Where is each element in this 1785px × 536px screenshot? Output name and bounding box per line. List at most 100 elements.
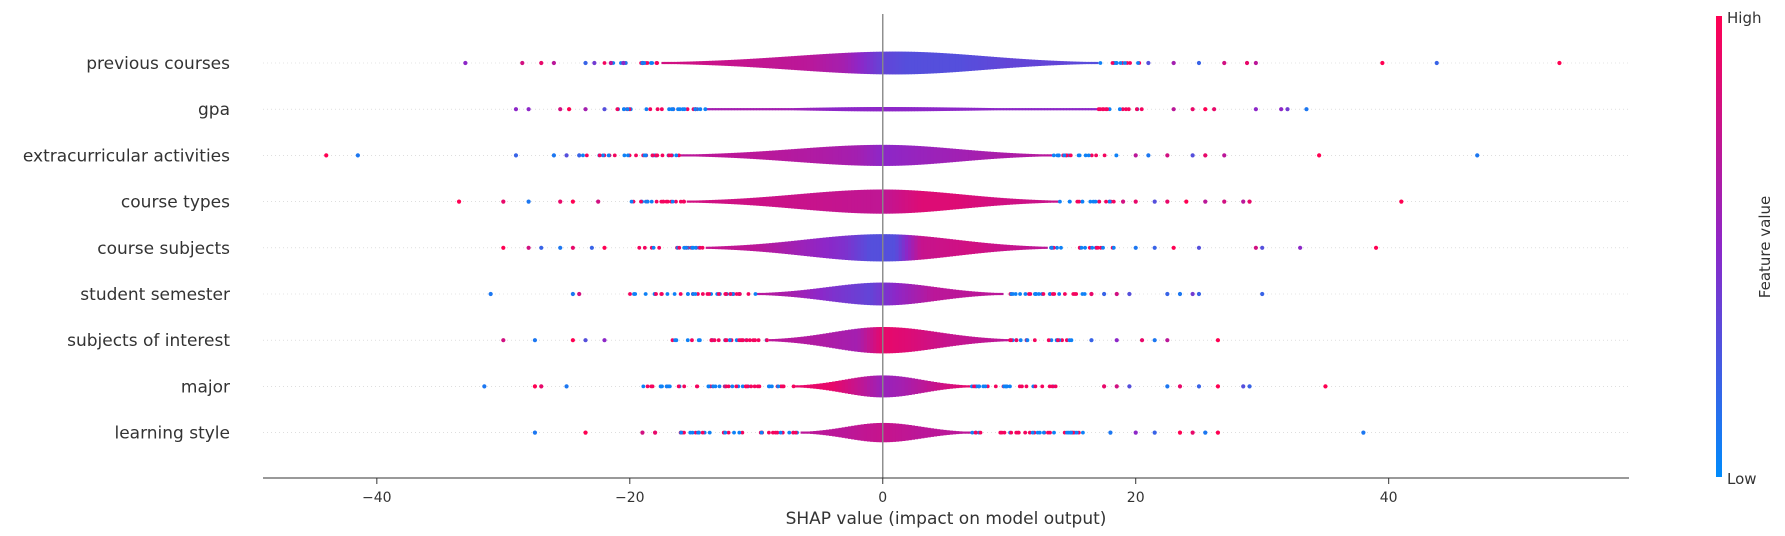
violin-slice (993, 338, 998, 342)
violin-slice (841, 190, 846, 213)
violin-slice (958, 54, 963, 72)
violin-slice (832, 286, 836, 302)
violin-slice (876, 51, 881, 75)
violin-slice (987, 196, 991, 207)
violin-slice (958, 290, 963, 298)
shap-point (1114, 153, 1119, 158)
violin-slice (889, 189, 893, 214)
violin-slice (797, 194, 802, 210)
violin-slice (920, 330, 925, 351)
violin-slice (873, 234, 878, 262)
violin-slice (1094, 108, 1099, 111)
violin-slice (765, 108, 770, 111)
violin-slice (904, 377, 909, 396)
violin-slice (778, 338, 783, 342)
shap-point (1057, 292, 1062, 296)
shap-point (752, 384, 757, 389)
violin-slice (854, 145, 859, 166)
shap-point (463, 60, 468, 66)
violin-slice (955, 54, 960, 72)
shap-point (1086, 153, 1091, 158)
violin-slice (898, 189, 903, 214)
violin-slice (1028, 153, 1032, 157)
violin-slice (854, 377, 859, 396)
violin-slice (829, 53, 833, 73)
feature-rows: previous courses gpa extracurricular activ… (23, 51, 1629, 444)
violin-slice (923, 191, 928, 212)
violin-slice (727, 153, 732, 158)
violin-slice (835, 380, 840, 392)
violin-slice (857, 328, 862, 352)
violin-slice (702, 154, 707, 157)
violin-slice (908, 283, 912, 305)
shap-point (649, 384, 654, 389)
violin-slice (1002, 244, 1007, 251)
shap-point (1298, 245, 1303, 250)
violin-slice (923, 380, 928, 393)
violin-slice (768, 292, 773, 296)
violin-slice (844, 190, 849, 213)
shap-point (592, 60, 597, 66)
violin-slice (964, 431, 969, 434)
violin-slice (844, 330, 849, 351)
violin-slice (781, 56, 786, 70)
violin-slice (816, 430, 821, 435)
violin-slice (942, 107, 947, 111)
violin-slice (857, 283, 862, 305)
shap-point (1128, 61, 1132, 65)
violin-slice (860, 145, 865, 166)
shap-point (1114, 291, 1119, 297)
shap-point (1058, 199, 1062, 204)
shap-point (644, 153, 648, 158)
violin-slice (1085, 108, 1089, 111)
violin-slice (873, 327, 878, 354)
shap-point (1089, 338, 1094, 343)
violin-slice (889, 423, 893, 443)
shap-point (775, 430, 780, 435)
violin-slice (908, 190, 912, 213)
violin-slice (1062, 61, 1067, 65)
x-tick-label: 20 (1127, 490, 1145, 506)
violin-slice (753, 244, 757, 252)
violin-slice (775, 196, 780, 208)
violin-slice (734, 59, 738, 67)
violin-slice (787, 108, 792, 111)
violin-slice (1012, 58, 1017, 68)
shap-point (1304, 107, 1309, 112)
violin-slice (699, 61, 704, 65)
shap-point (629, 199, 634, 204)
violin-slice (983, 107, 988, 111)
violin-slice (974, 195, 979, 208)
violin-slice (1034, 59, 1039, 67)
violin-slice (740, 108, 745, 111)
violin-slice (990, 292, 995, 296)
shap-point (597, 153, 602, 158)
violin-slice (778, 195, 783, 208)
violin-slice (1081, 61, 1086, 65)
shap-point (1190, 291, 1195, 297)
violin-slice (778, 242, 783, 254)
violin-slice (860, 52, 865, 74)
violin-slice (810, 54, 814, 72)
violin-slice (851, 378, 855, 395)
shap-point (1152, 338, 1157, 343)
violin-slice (1006, 198, 1010, 205)
violin-slice (1053, 60, 1058, 66)
violin-slice (964, 54, 969, 72)
x-tick-label: 40 (1380, 490, 1398, 506)
violin-slice (851, 52, 855, 74)
violin-slice (892, 282, 897, 306)
violin-slice (1009, 245, 1014, 251)
shap-point (1139, 107, 1144, 112)
violin-slice (955, 431, 960, 435)
violin-slice (933, 107, 938, 112)
violin-slice (712, 246, 716, 250)
violin-slice (1050, 200, 1055, 203)
violin-slice (832, 381, 836, 392)
violin-slice (857, 107, 862, 112)
violin-slice (927, 330, 931, 350)
violin-slice (1034, 108, 1039, 111)
violin-slice (816, 192, 821, 211)
violin-slice (990, 108, 995, 111)
